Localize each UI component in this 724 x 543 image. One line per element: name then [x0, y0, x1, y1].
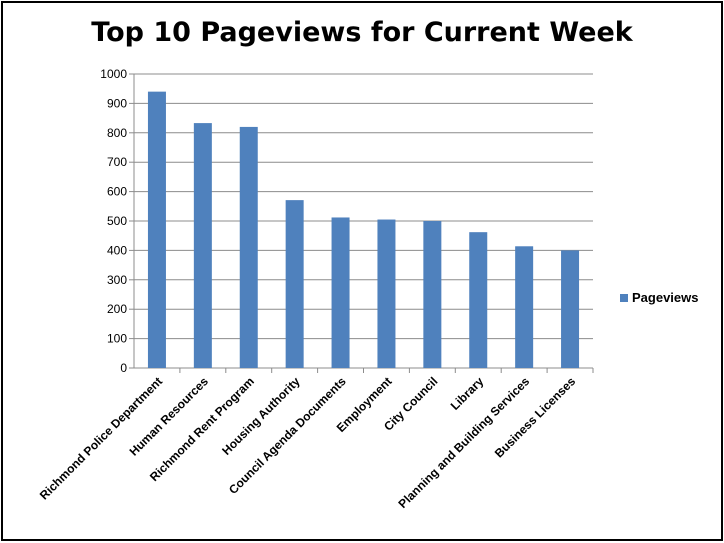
y-tick-label: 700 — [107, 155, 127, 169]
y-tick-label: 100 — [107, 332, 127, 346]
bar — [377, 219, 396, 368]
y-tick-label: 500 — [107, 214, 127, 228]
bar — [423, 221, 442, 368]
bar — [561, 250, 580, 368]
y-tick-label: 0 — [120, 361, 127, 375]
chart-title: Top 10 Pageviews for Current Week — [91, 17, 633, 48]
bar — [193, 123, 212, 369]
y-tick-label: 800 — [107, 126, 127, 140]
bar-chart: 01002003004005006007008009001000Richmond… — [37, 67, 699, 511]
y-tick-label: 900 — [107, 96, 127, 110]
x-category-label: Human Resources — [127, 374, 212, 459]
y-tick-label: 1000 — [100, 67, 127, 81]
legend-label: Pageviews — [632, 290, 699, 305]
x-category-label: Housing Authority — [219, 374, 303, 458]
y-tick-label: 200 — [107, 302, 127, 316]
bar — [285, 200, 304, 368]
bar — [469, 232, 488, 368]
y-tick-label: 300 — [107, 273, 127, 287]
y-tick-label: 600 — [107, 185, 127, 199]
bar — [239, 126, 258, 368]
x-category-label: Business Licenses — [492, 374, 579, 461]
bar — [515, 246, 534, 368]
y-tick-label: 400 — [107, 243, 127, 257]
bar — [331, 217, 350, 368]
bar — [147, 91, 166, 368]
legend-swatch — [620, 294, 628, 302]
x-category-label: Library — [448, 374, 487, 413]
